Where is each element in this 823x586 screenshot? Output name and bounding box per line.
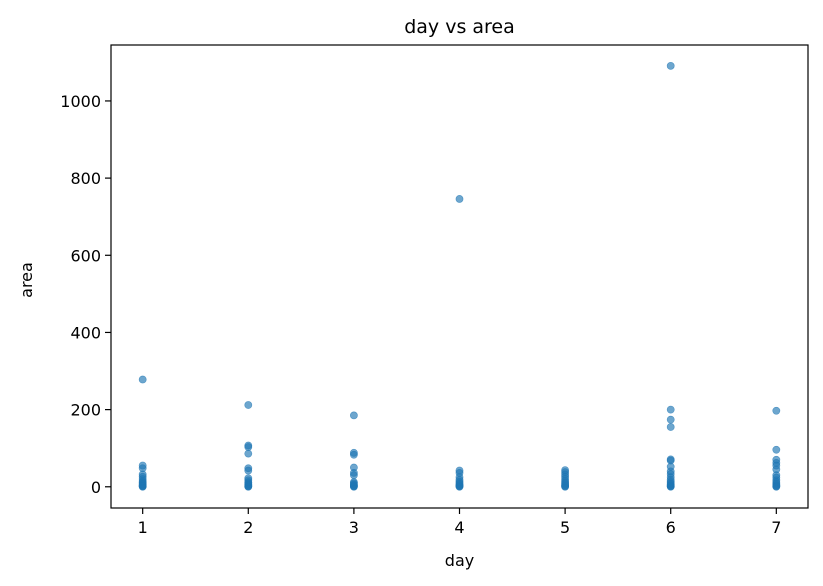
data-point — [244, 449, 253, 458]
data-point — [666, 415, 675, 424]
data-point — [772, 406, 781, 415]
data-point — [244, 474, 253, 483]
y-axis-ticks: 0 200 400 600 800 1000 — [60, 92, 111, 497]
y-axis-label: area — [17, 262, 36, 298]
data-point — [244, 464, 253, 473]
x-tick-label: 4 — [454, 518, 464, 537]
data-point — [138, 375, 147, 384]
data-point — [772, 445, 781, 454]
data-point — [561, 466, 570, 475]
y-tick-label: 200 — [70, 401, 101, 420]
x-tick-label: 3 — [349, 518, 359, 537]
y-tick-label: 400 — [70, 323, 101, 342]
data-point — [349, 411, 358, 420]
data-point — [138, 461, 147, 470]
data-point — [349, 478, 358, 487]
x-tick-label: 7 — [771, 518, 781, 537]
chart-title: day vs area — [404, 16, 515, 38]
x-tick-label: 1 — [138, 518, 148, 537]
y-tick-label: 0 — [91, 478, 101, 497]
x-tick-label: 5 — [560, 518, 570, 537]
x-tick-label: 6 — [666, 518, 676, 537]
data-point — [349, 448, 358, 457]
data-point — [455, 195, 464, 203]
data-point — [349, 463, 358, 472]
x-tick-label: 2 — [243, 518, 253, 537]
data-point — [244, 401, 253, 409]
x-axis-label: day — [445, 551, 474, 570]
data-point — [244, 441, 253, 450]
data-point — [666, 455, 675, 464]
y-tick-label: 600 — [70, 246, 101, 265]
data-point — [455, 466, 464, 475]
x-axis-ticks: 1 2 3 4 5 6 7 — [138, 508, 781, 537]
data-point — [666, 61, 675, 70]
data-point — [772, 455, 781, 464]
y-tick-label: 800 — [70, 169, 101, 188]
data-point — [666, 423, 675, 431]
plot-area-background — [111, 45, 808, 508]
points-layer — [138, 61, 781, 491]
y-tick-label: 1000 — [60, 92, 101, 111]
data-point — [666, 405, 675, 414]
